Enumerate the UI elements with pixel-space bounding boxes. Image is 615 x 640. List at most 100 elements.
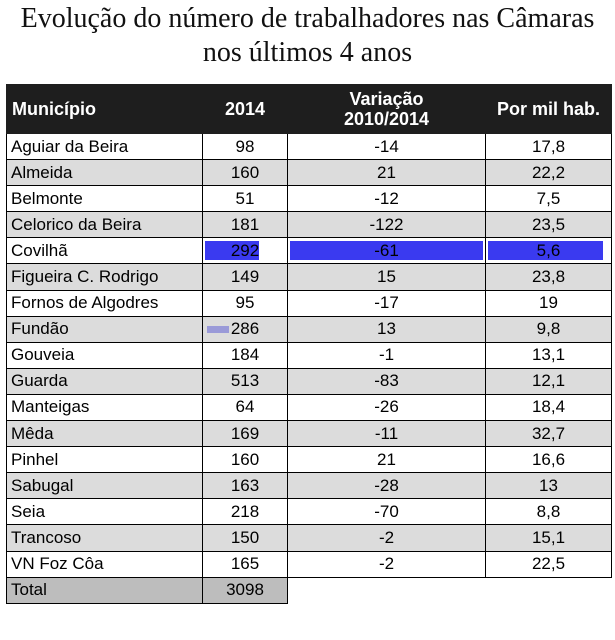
cell-por-mil: 19	[485, 289, 612, 317]
cell-por-mil: 8,8	[485, 498, 612, 526]
table-row: Almeida 160 21 22,2	[6, 159, 612, 187]
table-row: Celorico da Beira 181 -122 23,5	[6, 211, 612, 239]
header-variacao-line-2: 2010/2014	[343, 109, 430, 129]
table-row: Seia 218 -70 8,8	[6, 498, 612, 526]
total-empty-cell	[288, 577, 486, 603]
cell-2014: 513	[202, 367, 288, 395]
cell-variacao: 13	[287, 315, 486, 343]
cell-variacao: -61	[287, 237, 486, 265]
cell-por-mil: 5,6	[485, 237, 612, 265]
total-label: Total	[6, 576, 203, 604]
cell-2014: 160	[202, 446, 288, 474]
table-row: Mêda 169 -11 32,7	[6, 420, 612, 448]
cell-2014: 160	[202, 159, 288, 187]
cell-por-mil: 13,1	[485, 341, 612, 369]
table-row: Pinhel 160 21 16,6	[6, 446, 612, 474]
cell-variacao: -14	[287, 132, 486, 161]
cell-text: 5,6	[536, 240, 561, 260]
table-row: VN Foz Côa 165 -2 22,5	[6, 550, 612, 578]
cell-por-mil: 32,7	[485, 420, 612, 448]
cell-por-mil: 23,8	[485, 263, 612, 291]
cell-municipio: Covilhã	[6, 237, 203, 265]
cell-municipio: Gouveia	[6, 341, 203, 369]
table-row: Manteigas 64 -26 18,4	[6, 393, 612, 422]
cell-municipio: Manteigas	[6, 393, 203, 422]
total-value: 3098	[202, 576, 288, 604]
cell-por-mil: 15,1	[485, 524, 612, 552]
cell-2014: 181	[202, 211, 288, 239]
cell-municipio: Belmonte	[6, 185, 203, 213]
cell-por-mil: 7,5	[485, 185, 612, 213]
highlight-mark	[207, 325, 229, 333]
table-row: Belmonte 51 -12 7,5	[6, 185, 612, 213]
cell-municipio: VN Foz Côa	[6, 550, 203, 578]
cell-municipio: Celorico da Beira	[6, 211, 203, 239]
cell-por-mil: 17,8	[485, 132, 612, 161]
header-municipio: Município	[6, 84, 203, 134]
cell-2014: 163	[202, 472, 288, 500]
table-row: Fundão 286 13 9,8	[6, 315, 612, 343]
cell-variacao: -11	[287, 420, 486, 448]
cell-por-mil: 22,5	[485, 550, 612, 578]
total-row: Total 3098	[6, 576, 612, 604]
cell-municipio: Almeida	[6, 159, 203, 187]
header-por-mil: Por mil hab.	[485, 84, 612, 134]
table-row: Figueira C. Rodrigo 149 15 23,8	[6, 263, 612, 291]
cell-municipio: Mêda	[6, 420, 203, 448]
header-2014: 2014	[202, 84, 288, 134]
cell-por-mil: 9,8	[485, 315, 612, 343]
cell-variacao: -122	[287, 211, 486, 239]
highlight-mark	[488, 241, 603, 261]
table-row: Gouveia 184 -1 13,1	[6, 341, 612, 369]
cell-text: 286	[230, 319, 260, 339]
cell-variacao: -28	[287, 472, 486, 500]
cell-2014: 292	[202, 237, 288, 265]
cell-por-mil: 22,2	[485, 159, 612, 187]
cell-municipio: Trancoso	[6, 524, 203, 552]
cell-text: 292	[230, 240, 260, 260]
total-empty-cell	[486, 577, 612, 603]
cell-por-mil: 16,6	[485, 446, 612, 474]
cell-municipio: Seia	[6, 498, 203, 526]
cell-2014: 149	[202, 263, 288, 291]
cell-variacao: -70	[287, 498, 486, 526]
cell-variacao: 15	[287, 263, 486, 291]
cell-variacao: -17	[287, 289, 486, 317]
table-row: Sabugal 163 -28 13	[6, 472, 612, 500]
title-line-2: nos últimos 4 anos	[202, 37, 413, 68]
data-table: Município 2014 Variação 2010/2014 Por mi…	[6, 84, 612, 604]
cell-2014: 64	[202, 393, 288, 422]
cell-municipio: Figueira C. Rodrigo	[6, 263, 203, 291]
table-row: Fornos de Algodres 95 -17 19	[6, 289, 612, 317]
cell-municipio: Fornos de Algodres	[6, 289, 203, 317]
table-body: Aguiar da Beira 98 -14 17,8 Almeida 160 21 22,2…	[6, 132, 612, 604]
table-header-row: Município 2014 Variação 2010/2014 Por mi…	[6, 84, 612, 134]
cell-municipio: Guarda	[6, 367, 203, 395]
cell-municipio: Aguiar da Beira	[6, 132, 203, 161]
cell-por-mil: 23,5	[485, 211, 612, 239]
cell-municipio: Pinhel	[6, 446, 203, 474]
cell-text: -61	[374, 240, 399, 260]
chart-title: Evolução do número de trabalhadores nas …	[0, 2, 615, 70]
table-row: Covilhã 292 -61 5,6	[6, 237, 612, 265]
highlight-mark	[290, 241, 483, 261]
table-row: Guarda 513 -83 12,1	[6, 367, 612, 395]
header-variacao-line-1: Variação	[349, 89, 424, 109]
header-variacao: Variação 2010/2014	[287, 84, 486, 134]
cell-2014: 165	[202, 550, 288, 578]
cell-variacao: -2	[287, 550, 486, 578]
cell-2014: 98	[202, 132, 288, 161]
cell-2014: 286	[202, 315, 288, 343]
table-row: Aguiar da Beira 98 -14 17,8	[6, 132, 612, 161]
cell-variacao: -1	[287, 341, 486, 369]
cell-2014: 95	[202, 289, 288, 317]
cell-2014: 218	[202, 498, 288, 526]
cell-variacao: -26	[287, 393, 486, 422]
cell-variacao: 21	[287, 446, 486, 474]
highlight-mark	[205, 241, 259, 261]
table-row: Trancoso 150 -2 15,1	[6, 524, 612, 552]
cell-2014: 51	[202, 185, 288, 213]
cell-variacao: -12	[287, 185, 486, 213]
cell-variacao: -2	[287, 524, 486, 552]
cell-2014: 169	[202, 420, 288, 448]
